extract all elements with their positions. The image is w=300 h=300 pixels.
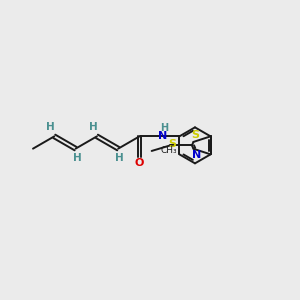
Text: H: H — [89, 122, 98, 132]
Text: S: S — [191, 130, 199, 140]
Text: N: N — [192, 150, 202, 161]
Text: H: H — [73, 153, 82, 163]
Text: S: S — [169, 139, 177, 149]
Text: N: N — [158, 131, 167, 141]
Text: O: O — [135, 158, 144, 168]
Text: H: H — [115, 153, 124, 163]
Text: CH₃: CH₃ — [161, 146, 177, 155]
Text: H: H — [160, 123, 169, 133]
Text: H: H — [46, 122, 55, 132]
